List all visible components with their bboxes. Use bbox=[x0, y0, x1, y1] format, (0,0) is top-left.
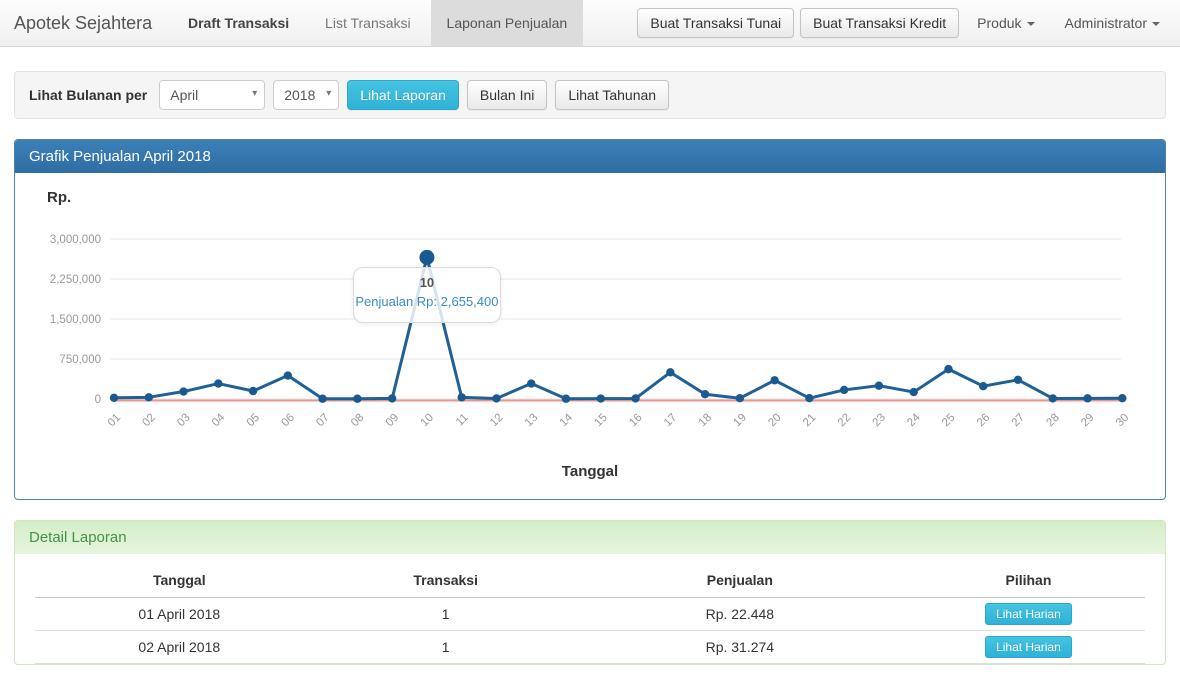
year-select[interactable]: 2018 bbox=[273, 80, 340, 110]
nav-item-draft-transaksi[interactable]: Draft Transaksi bbox=[187, 15, 290, 31]
chevron-down-icon bbox=[1026, 22, 1035, 27]
bulan-ini-button[interactable]: Bulan Ini bbox=[466, 80, 548, 110]
svg-text:16: 16 bbox=[627, 412, 645, 430]
svg-text:06: 06 bbox=[279, 412, 297, 430]
row-action-cell: Lihat Harian bbox=[911, 630, 1145, 664]
nav-item-laporan-penjualan[interactable]: Laponan Penjualan bbox=[430, 0, 584, 46]
column-header-pilihan: Pilihan bbox=[911, 564, 1145, 598]
month-select-wrap: April ▾ bbox=[159, 80, 266, 110]
svg-text:02: 02 bbox=[140, 412, 158, 430]
svg-text:19: 19 bbox=[731, 412, 749, 430]
chart-tooltip: 10 Penjualan Rp: 2,655,400 bbox=[352, 267, 501, 324]
month-select[interactable]: April bbox=[159, 80, 266, 110]
lihat-laporan-button[interactable]: Lihat Laporan bbox=[347, 80, 459, 110]
svg-text:05: 05 bbox=[245, 412, 263, 430]
svg-text:2,250,000: 2,250,000 bbox=[50, 274, 101, 286]
row-tanggal: 01 April 2018 bbox=[35, 597, 324, 631]
row-penjualan: Rp. 31.274 bbox=[567, 630, 912, 664]
y-axis-title: Rp. bbox=[47, 189, 72, 206]
row-transaksi: 1 bbox=[323, 597, 568, 631]
navbar: Apotek Sejahtera Draft Transaksi List Tr… bbox=[0, 0, 1180, 47]
detail-panel-title: Detail Laporan bbox=[15, 521, 1165, 554]
svg-text:12: 12 bbox=[488, 412, 506, 430]
filter-bar: Lihat Bulanan per April ▾ 2018 ▾ Lihat L… bbox=[14, 71, 1166, 119]
column-header-tanggal: Tanggal bbox=[35, 564, 324, 598]
row-transaksi: 1 bbox=[323, 630, 568, 664]
produk-dropdown[interactable]: Produk bbox=[965, 0, 1046, 46]
row-action-cell: Lihat Harian bbox=[911, 597, 1145, 631]
detail-table: Tanggal Transaksi Penjualan Pilihan 01 A… bbox=[35, 564, 1145, 664]
buat-transaksi-kredit-button[interactable]: Buat Transaksi Kredit bbox=[800, 8, 960, 38]
svg-text:1,500,000: 1,500,000 bbox=[50, 314, 101, 326]
svg-text:29: 29 bbox=[1079, 412, 1097, 430]
filter-label: Lihat Bulanan per bbox=[29, 87, 148, 103]
table-header-row: Tanggal Transaksi Penjualan Pilihan bbox=[35, 564, 1145, 598]
lihat-harian-button[interactable]: Lihat Harian bbox=[985, 635, 1072, 658]
svg-text:3,000,000: 3,000,000 bbox=[50, 234, 101, 246]
svg-text:23: 23 bbox=[871, 412, 889, 430]
svg-text:20: 20 bbox=[766, 412, 784, 430]
svg-text:11: 11 bbox=[454, 412, 471, 429]
row-tanggal: 02 April 2018 bbox=[35, 630, 324, 664]
svg-text:21: 21 bbox=[801, 412, 819, 430]
table-row: 02 April 2018 1 Rp. 31.274 Lihat Harian bbox=[35, 630, 1145, 664]
buat-transaksi-tunai-button[interactable]: Buat Transaksi Tunai bbox=[637, 8, 795, 38]
svg-text:17: 17 bbox=[662, 412, 680, 430]
administrator-dropdown-label: Administrator bbox=[1064, 15, 1147, 31]
nav-item-list-transaksi[interactable]: List Transaksi bbox=[325, 15, 411, 31]
lihat-tahunan-button[interactable]: Lihat Tahunan bbox=[555, 80, 670, 110]
svg-text:09: 09 bbox=[384, 412, 402, 430]
detail-panel: Detail Laporan Tanggal Transaksi Penjual… bbox=[14, 520, 1166, 665]
svg-text:07: 07 bbox=[314, 412, 332, 430]
produk-dropdown-label: Produk bbox=[977, 15, 1022, 31]
chart-panel: Grafik Penjualan April 2018 Rp. 0 750,000… bbox=[14, 139, 1166, 500]
svg-text:25: 25 bbox=[940, 412, 958, 430]
chart-panel-title: Grafik Penjualan April 2018 bbox=[15, 140, 1165, 173]
svg-text:13: 13 bbox=[523, 412, 541, 430]
chart-area: Rp. 0 750,000 1,500,000 2,250,000 3,000,000 0… bbox=[15, 173, 1165, 499]
chevron-down-icon bbox=[1152, 22, 1160, 27]
svg-text:10: 10 bbox=[419, 412, 437, 430]
svg-text:750,000: 750,000 bbox=[59, 354, 101, 366]
tooltip-day: 10 bbox=[419, 275, 435, 291]
svg-text:0: 0 bbox=[95, 394, 101, 406]
year-select-wrap: 2018 ▾ bbox=[273, 80, 340, 110]
svg-text:14: 14 bbox=[558, 411, 576, 429]
tooltip-value: Penjualan Rp: 2,655,400 bbox=[355, 294, 499, 310]
svg-text:27: 27 bbox=[1010, 412, 1028, 430]
svg-text:22: 22 bbox=[836, 412, 854, 430]
x-axis-title: Tanggal bbox=[561, 463, 619, 480]
detail-table-wrap: Tanggal Transaksi Penjualan Pilihan 01 A… bbox=[15, 554, 1165, 664]
svg-text:08: 08 bbox=[349, 412, 367, 430]
lihat-harian-button[interactable]: Lihat Harian bbox=[985, 602, 1072, 625]
svg-text:04: 04 bbox=[210, 411, 228, 429]
brand-title[interactable]: Apotek Sejahtera bbox=[14, 13, 153, 33]
column-header-penjualan: Penjualan bbox=[567, 564, 912, 598]
column-header-transaksi: Transaksi bbox=[323, 564, 568, 598]
svg-text:18: 18 bbox=[697, 412, 715, 430]
svg-text:15: 15 bbox=[592, 412, 610, 430]
svg-text:24: 24 bbox=[905, 411, 923, 429]
svg-text:26: 26 bbox=[975, 412, 993, 430]
sales-line-chart[interactable]: 0 750,000 1,500,000 2,250,000 3,000,000 01 02 0… bbox=[15, 213, 1165, 463]
administrator-dropdown[interactable]: Administrator bbox=[1053, 0, 1172, 46]
svg-text:28: 28 bbox=[1044, 412, 1062, 430]
row-penjualan: Rp. 22.448 bbox=[567, 597, 912, 631]
svg-text:03: 03 bbox=[175, 412, 193, 430]
svg-text:01: 01 bbox=[106, 412, 124, 430]
table-row: 01 April 2018 1 Rp. 22.448 Lihat Harian bbox=[35, 597, 1145, 631]
svg-text:30: 30 bbox=[1114, 412, 1132, 430]
navbar-right: Buat Transaksi Tunai Buat Transaksi Kred… bbox=[637, 0, 1172, 46]
